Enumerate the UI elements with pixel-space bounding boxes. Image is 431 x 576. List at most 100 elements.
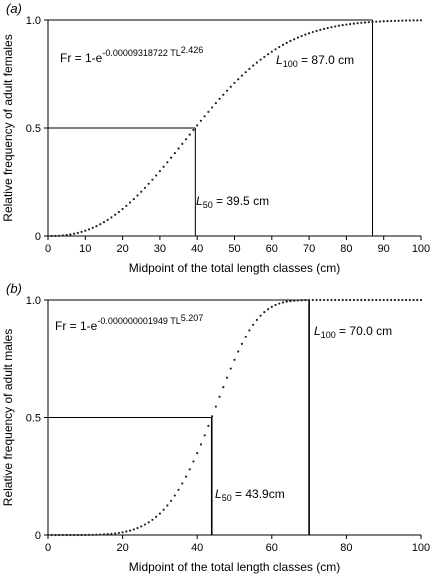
- data-point: [162, 165, 165, 168]
- data-point: [252, 64, 255, 67]
- data-point: [121, 207, 124, 211]
- data-point: [218, 97, 221, 100]
- data-point: [352, 298, 355, 302]
- data-point: [166, 504, 169, 507]
- data-point: [308, 32, 311, 35]
- data-point: [334, 25, 337, 28]
- data-point: [304, 33, 307, 36]
- data-point: [158, 170, 161, 173]
- data-point: [315, 298, 318, 302]
- data-point: [155, 515, 158, 518]
- data-point: [76, 231, 79, 234]
- data-point: [121, 531, 124, 534]
- data-point: [367, 21, 370, 24]
- data-point: [143, 523, 147, 526]
- data-point: [222, 93, 225, 96]
- data-point: [140, 190, 143, 193]
- data-point: [382, 298, 385, 302]
- data-point: [349, 298, 352, 302]
- data-point: [248, 67, 251, 70]
- data-point: [397, 298, 400, 302]
- panel-label: (a): [6, 1, 22, 16]
- data-point: [322, 27, 326, 30]
- data-point: [102, 221, 106, 224]
- y-tick-label: 0: [35, 530, 41, 542]
- data-point: [225, 376, 229, 379]
- data-point: [61, 533, 65, 537]
- data-point: [304, 299, 307, 302]
- data-point: [349, 22, 352, 26]
- y-axis-title: Relative frequency of adult females: [1, 34, 15, 221]
- x-tick-label: 20: [116, 243, 128, 255]
- x-tick-label: 40: [191, 243, 203, 255]
- data-point: [293, 38, 296, 41]
- data-point: [65, 233, 68, 237]
- x-tick-label: 0: [45, 243, 51, 255]
- y-tick-label: 0.5: [26, 123, 41, 135]
- data-point: [114, 532, 117, 535]
- data-point: [360, 298, 363, 302]
- data-point: [91, 533, 94, 536]
- x-tick-label: 80: [340, 243, 352, 255]
- data-point: [289, 300, 292, 303]
- data-point: [404, 19, 408, 22]
- data-point: [315, 29, 318, 32]
- data-point: [363, 298, 367, 302]
- data-point: [58, 533, 61, 537]
- data-point: [225, 89, 229, 92]
- data-point: [345, 298, 348, 302]
- data-point: [397, 19, 400, 22]
- data-point: [393, 298, 396, 302]
- data-point: [214, 405, 217, 408]
- data-point: [293, 299, 296, 302]
- data-point: [322, 298, 326, 302]
- data-point: [408, 298, 411, 302]
- data-point: [69, 533, 72, 537]
- data-point: [102, 533, 106, 536]
- data-point: [173, 152, 176, 155]
- data-point: [46, 234, 50, 238]
- data-point: [192, 460, 195, 463]
- data-point: [125, 530, 128, 533]
- data-point: [255, 61, 258, 64]
- data-point: [386, 298, 389, 302]
- data-point: [412, 298, 415, 302]
- data-point: [106, 218, 109, 221]
- data-point: [147, 521, 150, 524]
- data-point: [128, 529, 132, 532]
- data-point: [266, 308, 270, 311]
- data-point: [237, 78, 240, 81]
- data-point: [136, 526, 139, 530]
- annotation-l100: L100 = 87.0 cm: [276, 53, 354, 69]
- data-point: [278, 302, 281, 305]
- data-point: [69, 233, 72, 236]
- data-point: [125, 204, 128, 207]
- data-point: [378, 20, 382, 23]
- y-tick-label: 0.5: [26, 413, 41, 425]
- data-point: [259, 314, 262, 317]
- data-point: [99, 223, 102, 226]
- data-point: [54, 533, 57, 537]
- data-point: [274, 303, 277, 307]
- data-point: [91, 226, 94, 229]
- data-point: [222, 386, 225, 389]
- data-point: [177, 488, 180, 491]
- x-tick-label: 60: [266, 542, 278, 554]
- data-point: [184, 138, 188, 141]
- x-tick-label: 20: [116, 542, 128, 554]
- data-point: [155, 174, 158, 177]
- data-point: [132, 197, 135, 201]
- data-point: [84, 533, 87, 537]
- data-point: [162, 508, 165, 511]
- data-point: [173, 494, 176, 497]
- x-axis-title: Midpoint of the total length classes (cm…: [129, 261, 340, 275]
- data-point: [330, 298, 333, 302]
- data-point: [285, 41, 288, 44]
- data-point: [401, 298, 404, 302]
- data-point: [255, 318, 258, 321]
- data-point: [237, 350, 240, 353]
- annotation-l100: L100 = 70.0 cm: [314, 324, 392, 340]
- data-point: [330, 26, 333, 29]
- annotation-l50: L50 = 39.5 cm: [196, 194, 269, 210]
